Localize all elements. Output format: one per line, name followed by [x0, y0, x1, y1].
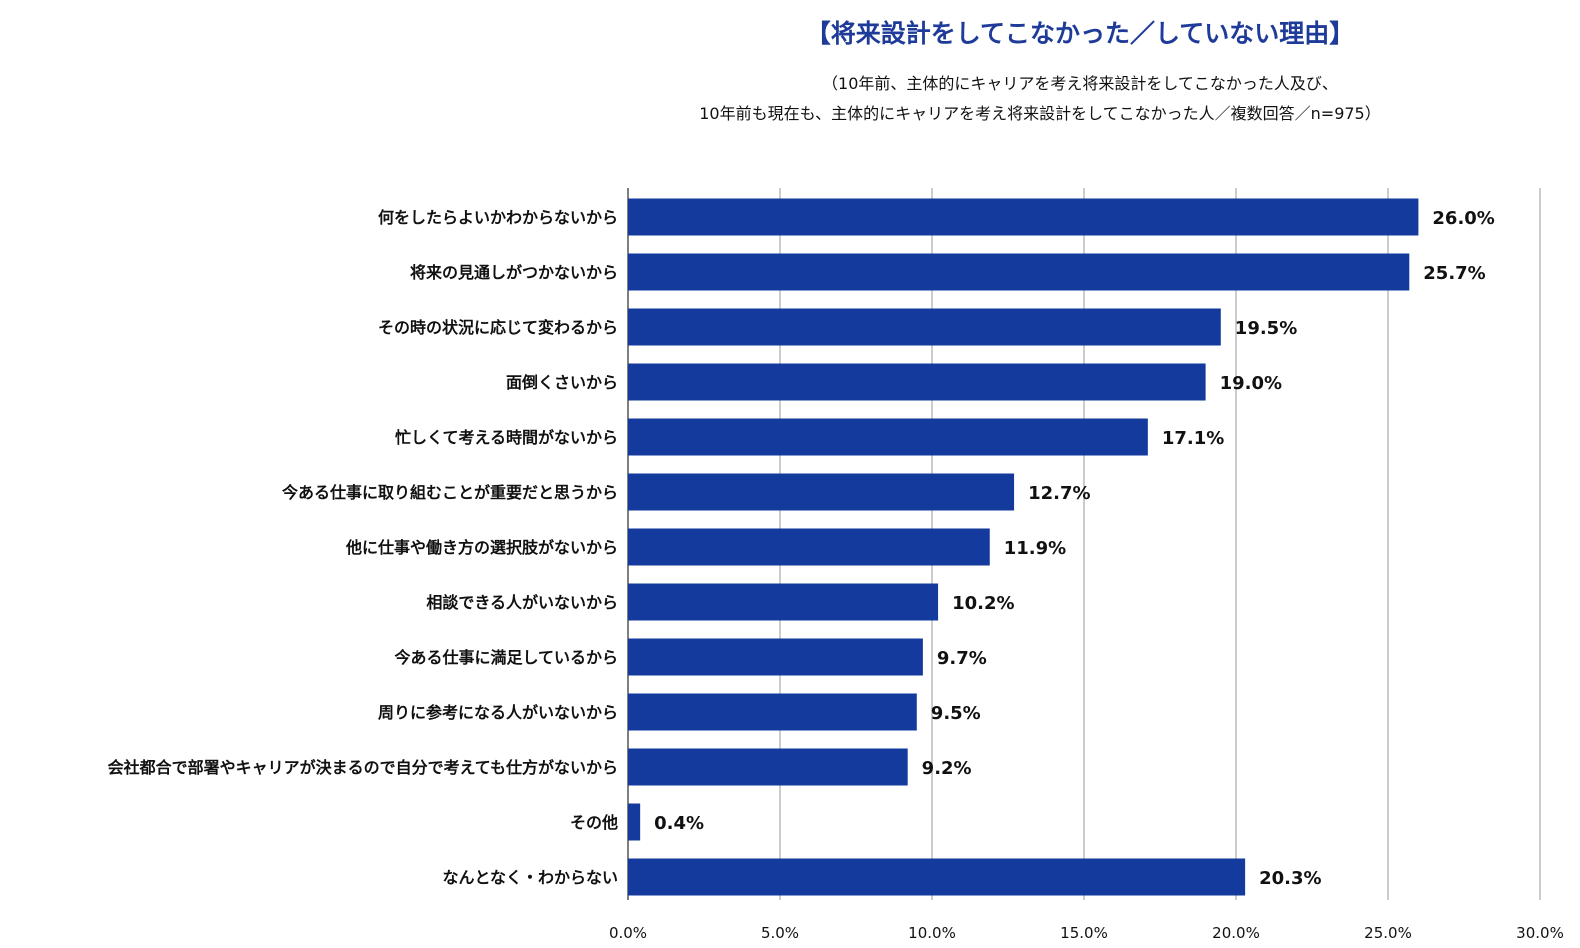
category-label-4: 忙しくて考える時間がないから — [395, 428, 618, 447]
bar-layer — [628, 198, 1419, 896]
category-label-2: その時の状況に応じて変わるから — [378, 318, 618, 337]
value-label-12: 20.3% — [1259, 868, 1321, 889]
bar-1 — [628, 253, 1410, 291]
bar-2 — [628, 308, 1221, 346]
value-label-10: 9.2% — [922, 758, 972, 779]
chart-subtitle-line-1: （10年前、主体的にキャリアを考え将来設計をしてこなかった人及び、 — [822, 74, 1338, 93]
category-label-12: なんとなく・わからない — [442, 868, 618, 887]
x-tick-label-2: 10.0% — [908, 924, 956, 942]
bar-7 — [628, 583, 939, 621]
x-tick-label-4: 20.0% — [1212, 924, 1260, 942]
bar-11 — [628, 803, 641, 841]
value-label-5: 12.7% — [1028, 483, 1090, 504]
x-tick-label-6: 30.0% — [1516, 924, 1564, 942]
bar-9 — [628, 693, 917, 731]
category-label-8: 今ある仕事に満足しているから — [393, 648, 618, 667]
category-label-9: 周りに参考になる人がいないから — [378, 703, 618, 722]
value-label-11: 0.4% — [654, 813, 704, 834]
category-label-6: 他に仕事や働き方の選択肢がないから — [345, 538, 618, 557]
x-tick-label-3: 15.0% — [1060, 924, 1108, 942]
value-label-7: 10.2% — [952, 593, 1014, 614]
bar-3 — [628, 363, 1206, 401]
bar-8 — [628, 638, 923, 676]
value-label-8: 9.7% — [937, 648, 987, 669]
x-tick-label-5: 25.0% — [1364, 924, 1412, 942]
category-label-0: 何をしたらよいかわからないから — [378, 208, 618, 227]
category-label-11: その他 — [570, 813, 618, 832]
bar-0 — [628, 198, 1419, 236]
value-label-3: 19.0% — [1220, 373, 1282, 394]
category-label-3: 面倒くさいから — [506, 373, 618, 392]
bar-10 — [628, 748, 908, 786]
category-label-7: 相談できる人がいないから — [426, 593, 618, 612]
bar-6 — [628, 528, 990, 566]
label-layer: 0.0% 5.0% 10.0% 15.0% 20.0% 25.0% 30.0% 何をしたらよい… — [108, 208, 1564, 942]
category-label-10: 会社都合で部署やキャリアが決まるので自分で考えても仕方がないから — [108, 758, 618, 777]
bar-12 — [628, 858, 1246, 896]
value-label-6: 11.9% — [1004, 538, 1066, 559]
x-tick-label-1: 5.0% — [761, 924, 799, 942]
x-tick-label-0: 0.0% — [609, 924, 647, 942]
value-label-9: 9.5% — [931, 703, 981, 724]
category-label-5: 今ある仕事に取り組むことが重要だと思うから — [281, 483, 618, 502]
value-label-4: 17.1% — [1162, 428, 1224, 449]
bar-4 — [628, 418, 1148, 456]
value-label-2: 19.5% — [1235, 318, 1297, 339]
value-label-0: 26.0% — [1432, 208, 1494, 229]
chart-title: 【将来設計をしてこなかった／していない理由】 — [805, 19, 1355, 48]
category-label-1: 将来の見通しがつかないから — [410, 263, 618, 282]
value-label-1: 25.7% — [1423, 263, 1485, 284]
chart-subtitle-line-2: 10年前も現在も、主体的にキャリアを考え将来設計をしてこなかった人／複数回答／n… — [699, 104, 1381, 123]
bar-5 — [628, 473, 1015, 511]
